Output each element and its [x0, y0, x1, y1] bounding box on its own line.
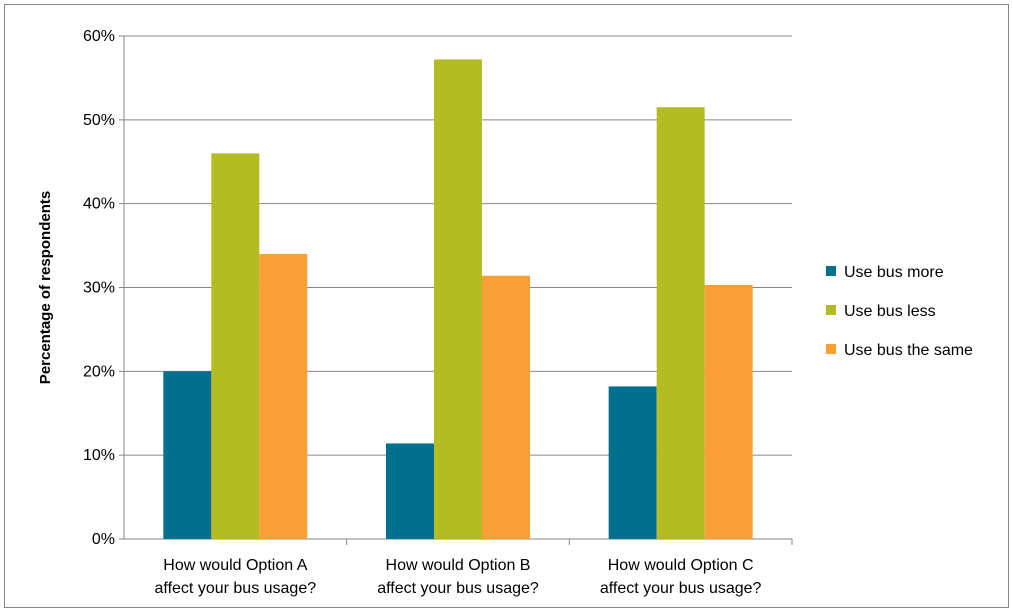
legend-swatch [826, 266, 836, 276]
bar [608, 386, 657, 539]
x-category-label: How would Option A [163, 557, 307, 574]
bar [211, 153, 260, 539]
y-tick-label: 50% [83, 112, 115, 129]
legend-swatch [826, 305, 836, 315]
bar [434, 59, 482, 540]
y-tick-label: 0% [92, 531, 115, 548]
y-tick-label: 40% [83, 196, 115, 213]
legend-swatch [826, 344, 836, 354]
bar [704, 284, 753, 539]
x-category-label: How would Option B [386, 557, 531, 574]
y-tick-label: 60% [83, 28, 115, 45]
bar [259, 253, 308, 539]
x-category-label: affect your bus usage? [155, 580, 317, 597]
x-category-label: How would Option C [608, 557, 754, 574]
bar [482, 275, 530, 539]
y-tick-label: 10% [83, 447, 115, 464]
legend-label: Use bus more [844, 264, 944, 281]
legend-label: Use bus the same [844, 342, 973, 359]
bar [386, 443, 434, 539]
bar [163, 371, 212, 539]
legend-label: Use bus less [844, 303, 936, 320]
y-axis-title: Percentage of respondents [37, 191, 54, 384]
x-category-label: affect your bus usage? [600, 580, 762, 597]
bar [656, 107, 705, 539]
y-tick-label: 20% [83, 363, 115, 380]
y-tick-label: 30% [83, 280, 115, 297]
x-category-label: affect your bus usage? [377, 580, 539, 597]
